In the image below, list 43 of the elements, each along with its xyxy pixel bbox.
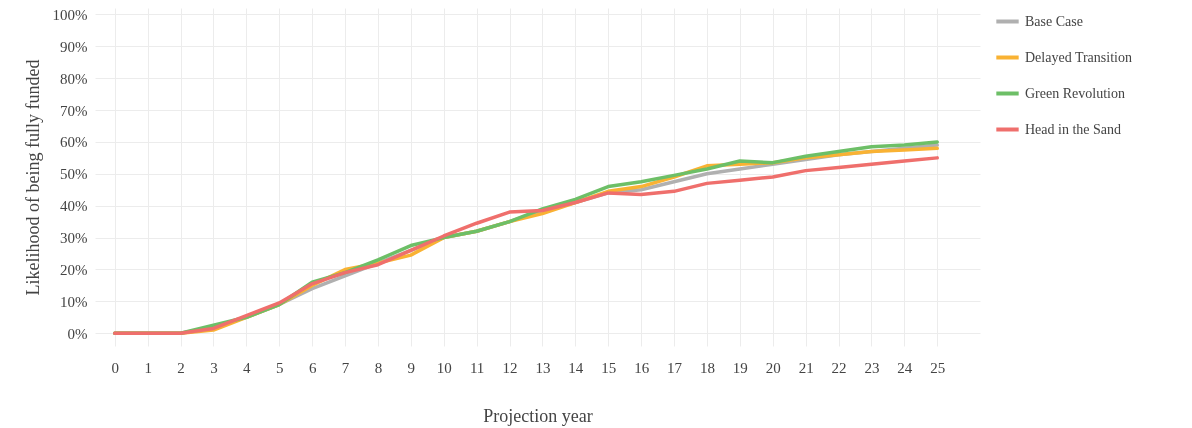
x-tick-label: 20 xyxy=(765,359,781,376)
x-tick-label: 0 xyxy=(111,359,119,376)
x-tick-label: 19 xyxy=(732,359,748,376)
x-tick-label: 15 xyxy=(601,359,617,376)
x-tick-label: 22 xyxy=(831,359,847,376)
y-tick-label: 0% xyxy=(67,325,88,342)
x-tick-label: 10 xyxy=(436,359,452,376)
y-axis-title: Likelihood of being fully funded xyxy=(22,59,43,296)
legend-label: Base Case xyxy=(1025,13,1083,29)
y-tick-label: 80% xyxy=(60,70,88,87)
legend-label: Green Revolution xyxy=(1025,85,1125,101)
y-tick-label: 40% xyxy=(60,198,88,215)
x-tick-label: 24 xyxy=(897,359,913,376)
x-tick-label: 23 xyxy=(864,359,880,376)
y-tick-label: 90% xyxy=(60,38,88,55)
x-tick-label: 4 xyxy=(243,359,252,376)
y-tick-label: 100% xyxy=(52,6,88,23)
x-axis-title: Projection year xyxy=(483,405,593,426)
x-tick-label: 16 xyxy=(634,359,650,376)
y-tick-label: 70% xyxy=(60,102,88,119)
x-tick-label: 9 xyxy=(407,359,416,376)
x-tick-label: 5 xyxy=(275,359,284,376)
x-tick-label: 7 xyxy=(341,359,350,376)
y-tick-label: 60% xyxy=(60,134,88,151)
x-tick-label: 6 xyxy=(308,359,317,376)
x-tick-label: 11 xyxy=(469,359,485,376)
y-tick-label: 10% xyxy=(60,293,88,310)
y-tick-label: 50% xyxy=(60,166,88,183)
legend-label: Head in the Sand xyxy=(1025,121,1122,137)
x-tick-label: 21 xyxy=(798,359,814,376)
x-tick-label: 2 xyxy=(177,359,185,376)
x-tick-label: 17 xyxy=(667,359,683,376)
x-tick-label: 12 xyxy=(502,359,518,376)
x-tick-label: 14 xyxy=(568,359,584,376)
legend-label: Delayed Transition xyxy=(1025,49,1132,65)
y-tick-label: 30% xyxy=(60,230,88,247)
x-tick-label: 25 xyxy=(930,359,946,376)
x-tick-label: 13 xyxy=(535,359,551,376)
x-tick-label: 3 xyxy=(210,359,218,376)
x-tick-label: 18 xyxy=(699,359,715,376)
y-tick-label: 20% xyxy=(60,261,88,278)
x-tick-label: 1 xyxy=(144,359,152,376)
x-tick-label: 8 xyxy=(374,359,383,376)
